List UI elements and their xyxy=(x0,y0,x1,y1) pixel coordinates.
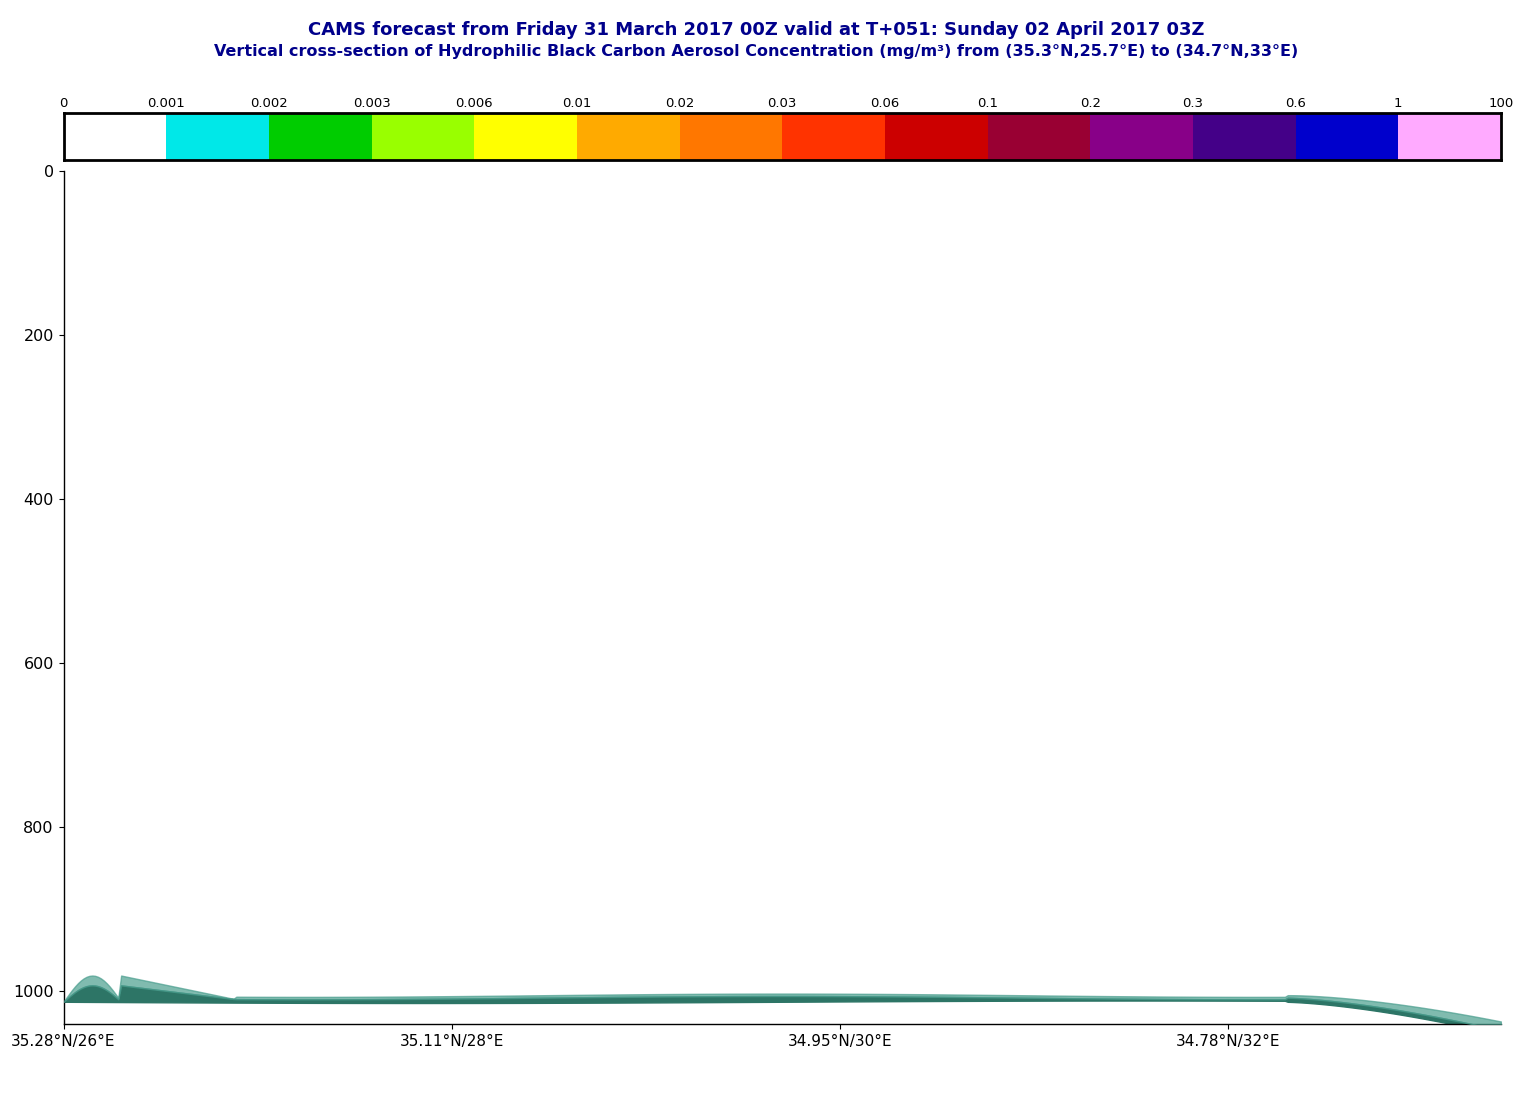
Bar xyxy=(679,113,782,160)
Bar xyxy=(1091,113,1192,160)
Text: 0.006: 0.006 xyxy=(455,97,493,110)
Text: 100: 100 xyxy=(1489,97,1513,110)
Bar xyxy=(782,113,885,160)
Text: CAMS forecast from Friday 31 March 2017 00Z valid at T+051: Sunday 02 April 2017: CAMS forecast from Friday 31 March 2017 … xyxy=(309,21,1204,39)
Bar xyxy=(166,113,269,160)
Bar xyxy=(1295,113,1398,160)
Text: 0.01: 0.01 xyxy=(563,97,592,110)
Bar xyxy=(1192,113,1295,160)
Text: 0.001: 0.001 xyxy=(147,97,185,110)
Text: Vertical cross-section of Hydrophilic Black Carbon Aerosol Concentration (mg/m³): Vertical cross-section of Hydrophilic Bl… xyxy=(215,44,1298,59)
Text: 1: 1 xyxy=(1393,97,1403,110)
Text: 0.002: 0.002 xyxy=(250,97,287,110)
Bar xyxy=(885,113,988,160)
Text: 0.02: 0.02 xyxy=(664,97,694,110)
Bar xyxy=(1398,113,1501,160)
Text: 0.3: 0.3 xyxy=(1182,97,1203,110)
Text: 0: 0 xyxy=(59,97,68,110)
Bar xyxy=(64,113,166,160)
Bar xyxy=(372,113,474,160)
Bar xyxy=(576,113,679,160)
Bar xyxy=(988,113,1091,160)
Text: 0.1: 0.1 xyxy=(977,97,999,110)
Bar xyxy=(474,113,576,160)
Bar xyxy=(269,113,372,160)
Text: 0.06: 0.06 xyxy=(870,97,900,110)
Text: 0.2: 0.2 xyxy=(1080,97,1101,110)
Text: 0.003: 0.003 xyxy=(353,97,390,110)
Text: 0.03: 0.03 xyxy=(767,97,797,110)
Text: 0.6: 0.6 xyxy=(1285,97,1306,110)
